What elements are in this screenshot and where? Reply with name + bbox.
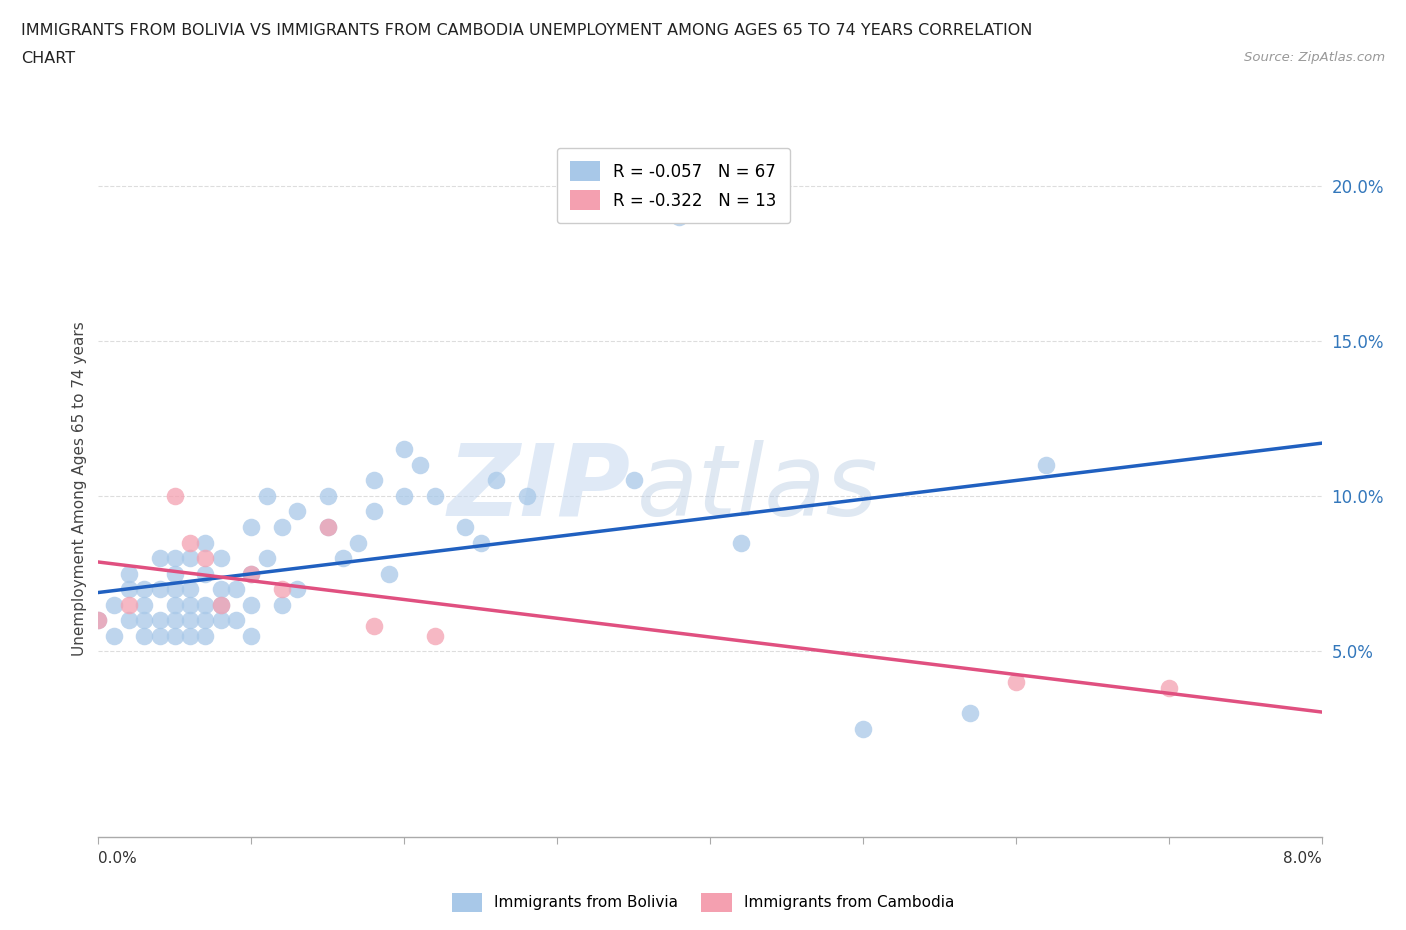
- Point: [103, 597, 125, 612]
- Point: [149, 551, 172, 565]
- Point: [332, 551, 354, 565]
- Point: [179, 613, 201, 628]
- Point: [378, 566, 401, 581]
- Point: [392, 442, 416, 457]
- Point: [1157, 681, 1180, 696]
- Point: [179, 597, 201, 612]
- Point: [285, 581, 308, 596]
- Point: [134, 581, 156, 596]
- Point: [194, 628, 217, 643]
- Point: [209, 597, 232, 612]
- Point: [270, 581, 294, 596]
- Point: [285, 504, 308, 519]
- Point: [516, 488, 538, 503]
- Text: 0.0%: 0.0%: [98, 851, 138, 866]
- Point: [225, 581, 247, 596]
- Point: [103, 628, 125, 643]
- Point: [209, 613, 232, 628]
- Point: [163, 628, 186, 643]
- Point: [240, 597, 263, 612]
- Legend: R = -0.057   N = 67, R = -0.322   N = 13: R = -0.057 N = 67, R = -0.322 N = 13: [557, 148, 790, 223]
- Point: [240, 520, 263, 535]
- Point: [423, 488, 446, 503]
- Point: [163, 566, 186, 581]
- Point: [87, 613, 110, 628]
- Point: [668, 209, 690, 224]
- Point: [194, 613, 217, 628]
- Point: [118, 581, 141, 596]
- Point: [163, 597, 186, 612]
- Point: [179, 581, 201, 596]
- Text: IMMIGRANTS FROM BOLIVIA VS IMMIGRANTS FROM CAMBODIA UNEMPLOYMENT AMONG AGES 65 T: IMMIGRANTS FROM BOLIVIA VS IMMIGRANTS FR…: [21, 23, 1032, 38]
- Point: [194, 551, 217, 565]
- Legend: Immigrants from Bolivia, Immigrants from Cambodia: Immigrants from Bolivia, Immigrants from…: [446, 887, 960, 918]
- Point: [209, 581, 232, 596]
- Point: [454, 520, 477, 535]
- Text: Source: ZipAtlas.com: Source: ZipAtlas.com: [1244, 51, 1385, 64]
- Point: [470, 535, 492, 550]
- Point: [163, 581, 186, 596]
- Text: CHART: CHART: [21, 51, 75, 66]
- Point: [852, 721, 875, 736]
- Point: [1004, 674, 1026, 689]
- Point: [118, 566, 141, 581]
- Point: [408, 458, 430, 472]
- Text: atlas: atlas: [637, 440, 879, 537]
- Point: [316, 520, 339, 535]
- Point: [194, 566, 217, 581]
- Point: [316, 520, 339, 535]
- Point: [256, 551, 278, 565]
- Point: [256, 488, 278, 503]
- Point: [163, 488, 186, 503]
- Point: [134, 613, 156, 628]
- Point: [270, 597, 294, 612]
- Point: [149, 581, 172, 596]
- Point: [363, 618, 385, 633]
- Point: [363, 473, 385, 488]
- Point: [363, 504, 385, 519]
- Point: [163, 551, 186, 565]
- Point: [194, 535, 217, 550]
- Point: [959, 706, 981, 721]
- Point: [194, 597, 217, 612]
- Point: [179, 551, 201, 565]
- Point: [423, 628, 446, 643]
- Point: [209, 551, 232, 565]
- Point: [240, 566, 263, 581]
- Point: [485, 473, 508, 488]
- Point: [149, 613, 172, 628]
- Point: [270, 520, 294, 535]
- Point: [134, 597, 156, 612]
- Point: [118, 613, 141, 628]
- Point: [240, 566, 263, 581]
- Point: [134, 628, 156, 643]
- Point: [179, 535, 201, 550]
- Point: [225, 613, 247, 628]
- Point: [347, 535, 370, 550]
- Point: [209, 597, 232, 612]
- Point: [1035, 458, 1057, 472]
- Y-axis label: Unemployment Among Ages 65 to 74 years: Unemployment Among Ages 65 to 74 years: [72, 321, 87, 656]
- Point: [392, 488, 416, 503]
- Point: [623, 473, 645, 488]
- Point: [316, 488, 339, 503]
- Point: [87, 613, 110, 628]
- Point: [179, 628, 201, 643]
- Point: [163, 613, 186, 628]
- Point: [240, 628, 263, 643]
- Point: [149, 628, 172, 643]
- Text: 8.0%: 8.0%: [1282, 851, 1322, 866]
- Text: ZIP: ZIP: [447, 440, 630, 537]
- Point: [118, 597, 141, 612]
- Point: [730, 535, 752, 550]
